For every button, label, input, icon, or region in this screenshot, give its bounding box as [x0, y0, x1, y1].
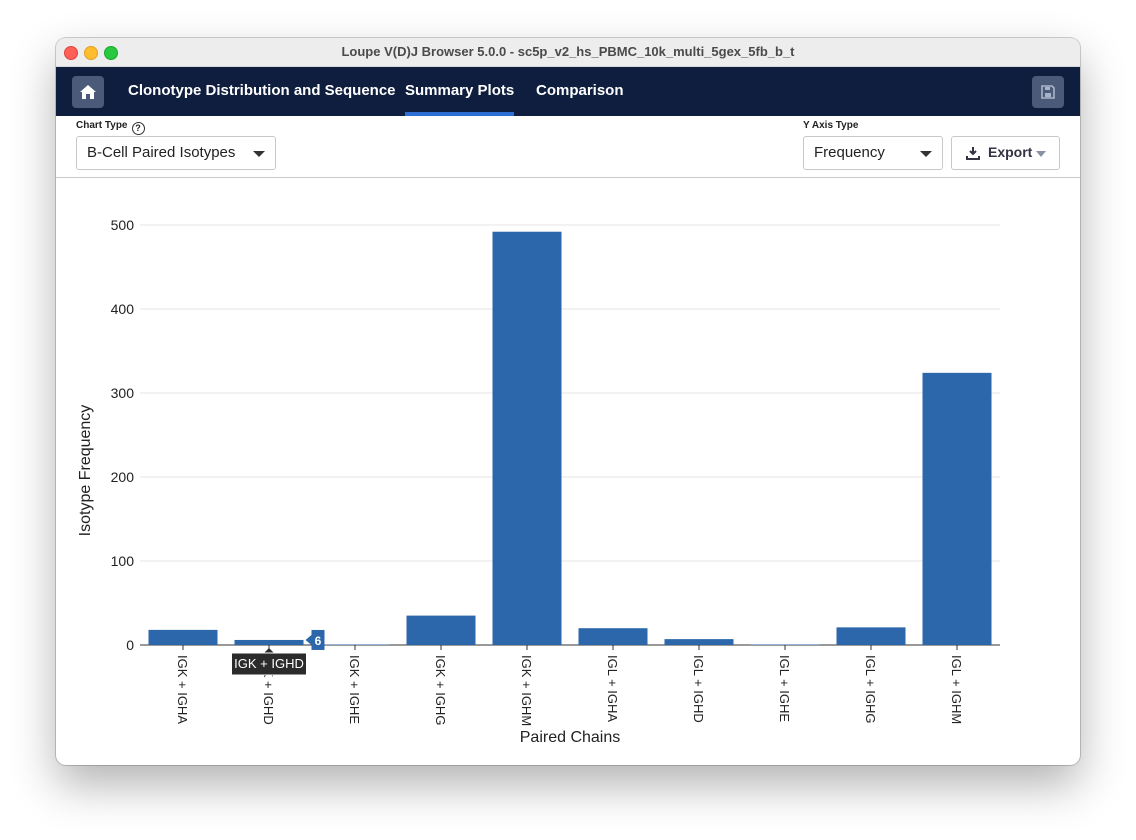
tooltip-value-badge — [311, 629, 325, 650]
x-tick-label: IGL + IGHE — [777, 655, 792, 722]
y-tick-label: 500 — [111, 217, 135, 233]
y-axis-type-label: Y Axis Type — [803, 120, 859, 131]
tooltip-label-pointer — [264, 648, 274, 653]
maximize-window-button[interactable] — [104, 46, 118, 60]
x-tick-label: IGK + IGHE — [347, 655, 362, 724]
y-axis-title: Isotype Frequency — [77, 405, 94, 537]
chevron-down-icon — [920, 151, 932, 157]
tab-summary-plots[interactable]: Summary Plots — [405, 67, 515, 116]
tooltip-label-box — [231, 652, 307, 676]
app-window: Loupe V(D)J Browser 5.0.0 - sc5p_v2_hs_P… — [56, 38, 1080, 765]
y-axis-type-value: Frequency — [814, 144, 885, 161]
export-button[interactable]: Export — [951, 136, 1060, 170]
close-window-button[interactable] — [64, 46, 78, 60]
x-tick-label: IGL + IGHA — [605, 655, 620, 722]
bar[interactable] — [836, 627, 906, 645]
save-icon — [1041, 85, 1055, 99]
bar[interactable] — [578, 628, 648, 645]
help-icon[interactable]: ? — [131, 122, 145, 135]
x-tick-label: IGL + IGHM — [949, 655, 964, 724]
x-axis-title: Paired Chains — [520, 729, 621, 746]
y-tick-label: 300 — [111, 385, 135, 401]
tab-clonotype-distribution[interactable]: Clonotype Distribution and Sequence — [128, 82, 396, 99]
x-tick-label: IGK + IGHA — [175, 655, 190, 724]
bar[interactable] — [750, 644, 820, 646]
y-axis-type-select[interactable]: Frequency — [803, 136, 943, 170]
chart-controls: Chart Type? B-Cell Paired Isotypes Y Axi… — [56, 116, 1080, 178]
tooltip-pointer — [305, 634, 312, 645]
y-tick-label: 0 — [126, 637, 134, 653]
y-tick-label: 200 — [111, 469, 135, 485]
x-tick-label: IGL + IGHD — [691, 655, 706, 723]
y-tick-label: 100 — [111, 553, 135, 569]
title-bar: Loupe V(D)J Browser 5.0.0 - sc5p_v2_hs_P… — [56, 38, 1080, 67]
minimize-window-button[interactable] — [84, 46, 98, 60]
tab-comparison[interactable]: Comparison — [536, 82, 624, 99]
chart-area: 0 100 200 300 400 500 IGK + IGHA IGK + IGHD IGK … — [56, 176, 1080, 765]
chart-type-label: Chart Type — [76, 120, 128, 131]
bar[interactable] — [148, 629, 218, 645]
tooltip-value: 6 — [315, 634, 322, 648]
bar[interactable] — [492, 231, 562, 645]
home-button[interactable] — [72, 76, 104, 108]
window-title: Loupe V(D)J Browser 5.0.0 - sc5p_v2_hs_P… — [341, 44, 795, 59]
chart-type-value: B-Cell Paired Isotypes — [87, 144, 236, 161]
bar[interactable] — [406, 615, 476, 645]
chevron-down-icon — [253, 151, 265, 157]
save-button[interactable] — [1032, 76, 1064, 108]
bar[interactable] — [664, 639, 734, 645]
main-nav: Clonotype Distribution and Sequence Summ… — [56, 67, 1080, 116]
chevron-down-icon — [1036, 151, 1046, 157]
home-icon — [80, 85, 96, 99]
bar-chart: 0 100 200 300 400 500 IGK + IGHA IGK + IGHD IGK … — [77, 217, 1000, 746]
x-tick-label: IGK + IGHG — [433, 655, 448, 725]
bar[interactable] — [922, 372, 992, 645]
download-icon — [966, 147, 980, 160]
bar[interactable] — [320, 644, 390, 646]
export-label: Export — [988, 144, 1033, 160]
y-tick-label: 400 — [111, 301, 135, 317]
x-tick-label: IGK + IGHM — [519, 655, 534, 726]
tooltip-label: IGK + IGHD — [234, 656, 304, 671]
chart-type-select[interactable]: B-Cell Paired Isotypes — [76, 136, 276, 170]
x-tick-label: IGL + IGHG — [863, 655, 878, 724]
bar[interactable] — [234, 639, 304, 645]
chart-type-label-row: Chart Type? — [76, 120, 145, 135]
